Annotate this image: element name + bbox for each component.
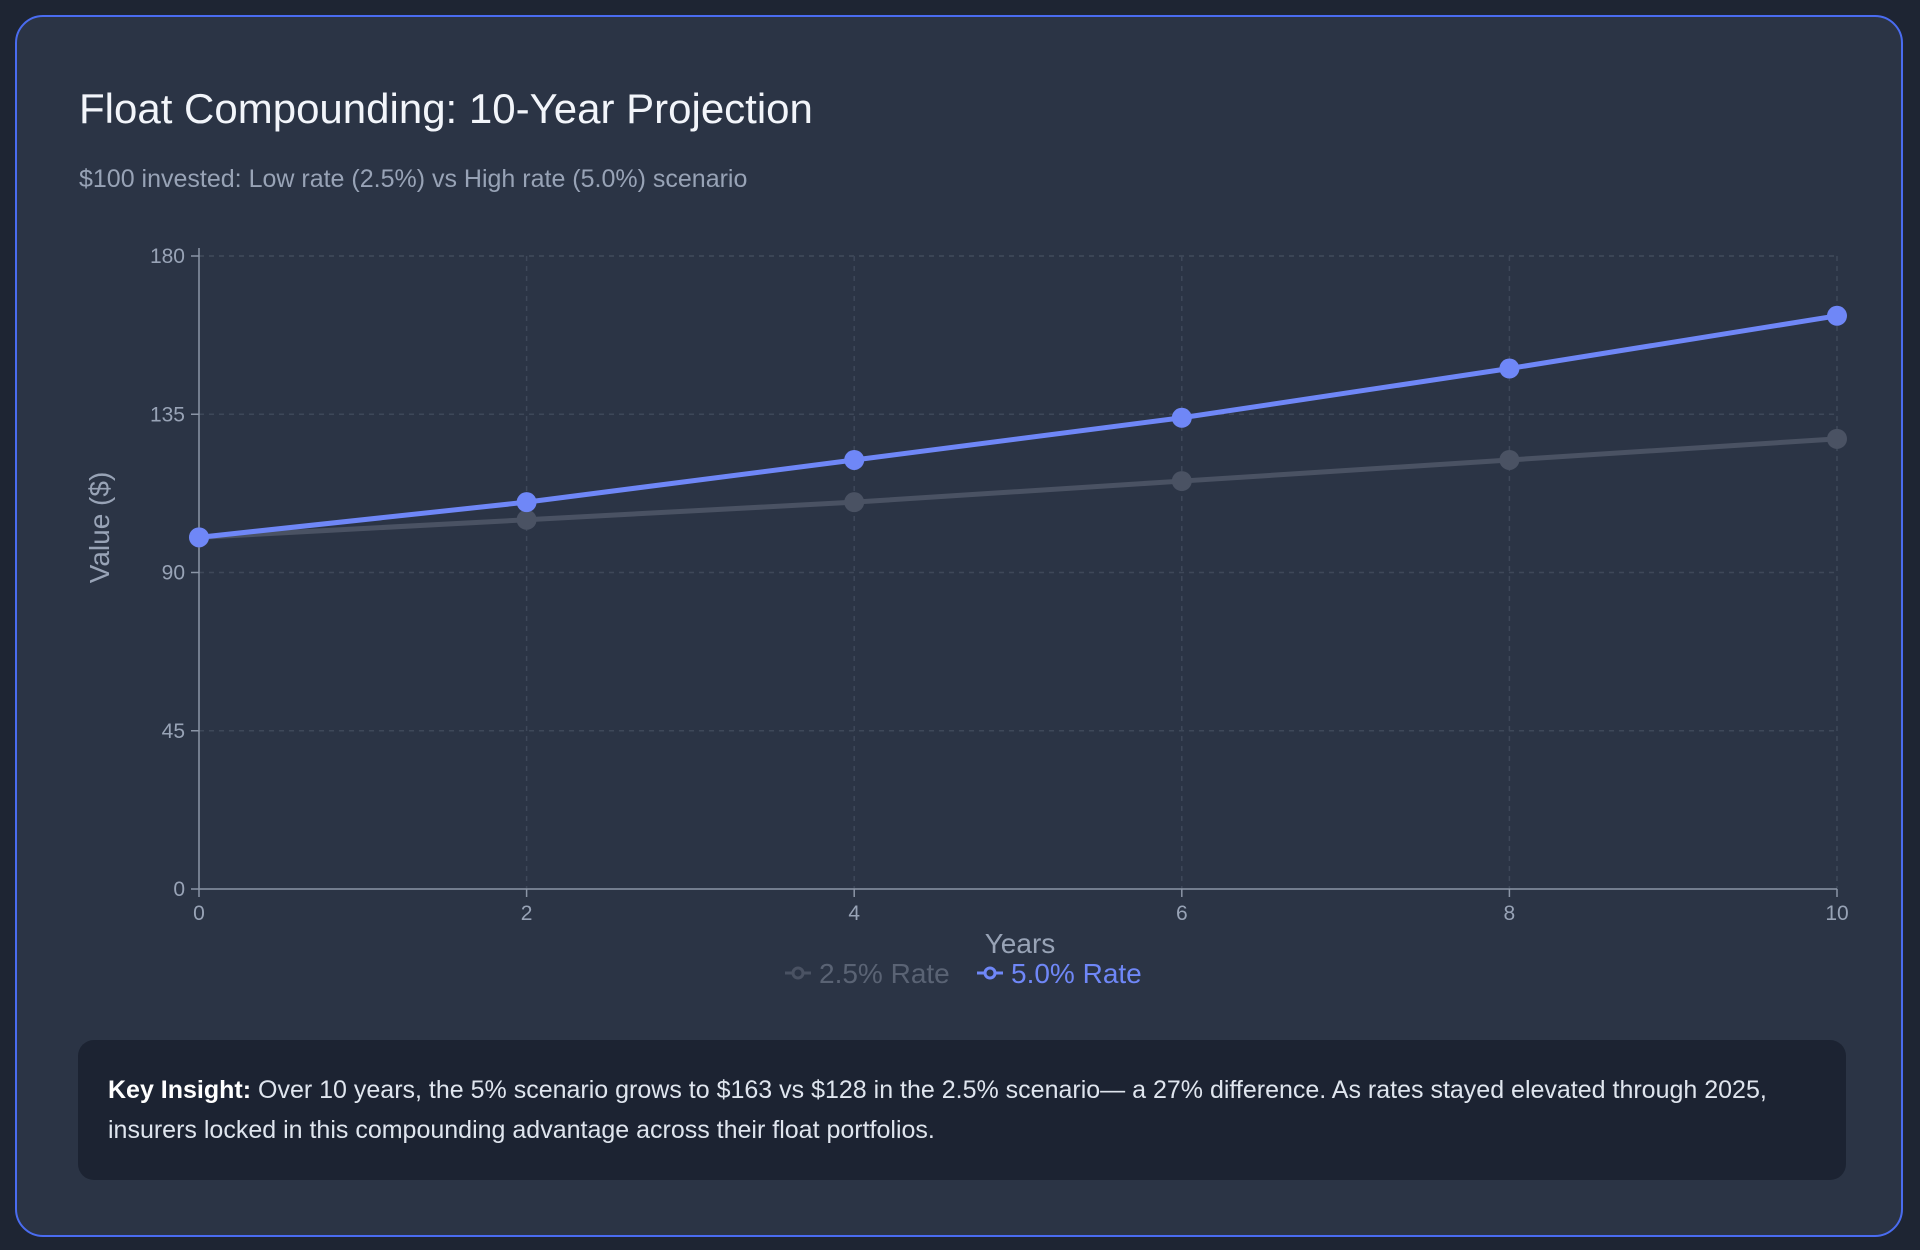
y-tick-label: 135 [150,403,185,426]
x-tick-label: 6 [1176,902,1188,925]
data-point [1171,407,1192,428]
data-point [1499,358,1520,379]
y-tick-label: 45 [162,720,185,743]
data-point [1827,305,1847,326]
x-tick-label: 8 [1504,902,1516,925]
data-point [189,527,209,548]
x-tick-label: 2 [521,902,533,925]
data-point [516,492,537,513]
data-point [844,492,865,513]
y-tick-label: 180 [150,245,185,268]
data-point [1827,428,1847,449]
series-line [196,313,1840,540]
x-axis-label: Years [985,928,1056,959]
data-point [844,449,865,470]
data-point [1499,449,1520,470]
series-high-rate [189,305,1847,548]
x-tick-label: 10 [1825,902,1848,925]
legend-marker-icon [983,966,997,980]
y-tick-label: 0 [173,878,185,901]
data-point [516,509,537,530]
key-insight-box: Key Insight: Over 10 years, the 5% scena… [78,1040,1846,1180]
legend-label: 2.5% Rate [819,958,950,989]
series-low-rate [189,428,1847,548]
legend-item: 5.0% Rate [977,958,1142,989]
series-line [196,436,1840,540]
legend: 2.5% Rate 5.0% Rate [785,958,1142,989]
x-tick-label: 4 [848,902,860,925]
line-chart: 0 45 90 135 180 0 2 4 6 8 10 Years Value ($) 2.5% Rat… [84,245,1849,989]
insight-label: Key Insight: [108,1076,252,1104]
x-tick-label: 0 [193,902,205,925]
chart-card: Float Compounding: 10-Year Projection $1… [15,15,1903,1237]
legend-label: 5.0% Rate [1011,958,1142,989]
y-axis-label: Value ($) [84,472,115,584]
insight-text: Over 10 years, the 5% scenario grows to … [108,1076,1767,1144]
data-point [1171,471,1192,492]
legend-item: 2.5% Rate [785,958,950,989]
chart-title: Float Compounding: 10-Year Projection [79,85,813,132]
y-tick-label: 90 [162,562,185,585]
legend-marker-icon [791,966,805,980]
chart-subtitle: $100 invested: Low rate (2.5%) vs High r… [79,165,748,193]
